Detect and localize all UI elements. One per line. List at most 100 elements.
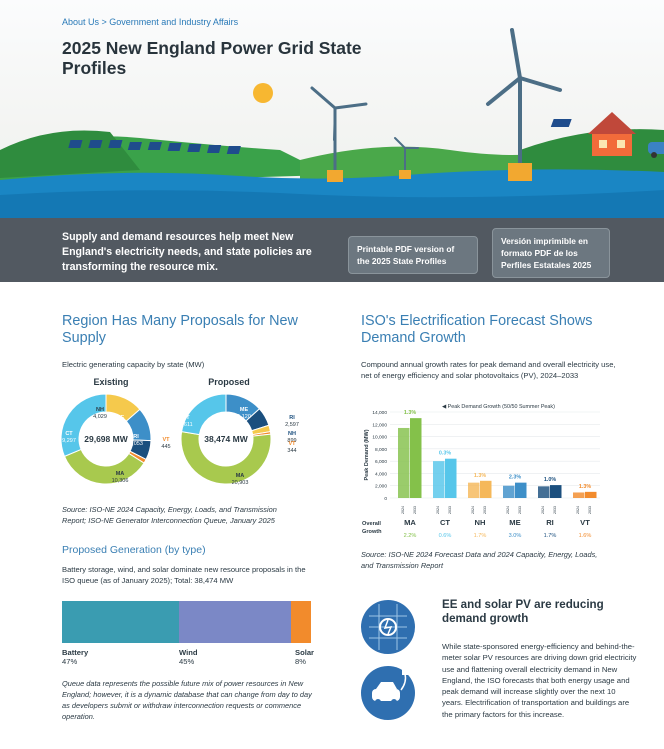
bar-ri-2033 (550, 485, 562, 498)
donut-value-nh: 899 (287, 438, 296, 444)
donut-title: Existing (93, 377, 128, 387)
year-label: 2033 (413, 506, 417, 514)
bar-ct-2024 (433, 461, 445, 498)
electrification-caption: Compound annual growth rates for peak de… (361, 360, 616, 380)
bar-me-2024 (503, 485, 515, 498)
y-tick: 14,000 (372, 410, 387, 416)
bar-ct-2033 (445, 458, 457, 498)
year-label: 2024 (506, 506, 510, 514)
stack-label-battery: Battery (62, 648, 89, 657)
queue-note: Queue data represents the possible futur… (62, 679, 312, 721)
bar-ri-2024 (538, 486, 550, 498)
donut-total: 38,474 MW (204, 434, 248, 444)
ee-text: While state-sponsored energy-efficiency … (442, 642, 637, 719)
bar-vt-2024 (573, 492, 585, 498)
category-label-ma: MA (404, 518, 416, 527)
lightbulb-icon (361, 600, 415, 654)
pdf-spanish-button[interactable]: Versión imprimible en formato PDF de los… (492, 228, 610, 278)
intro-banner: Supply and demand resources help meet Ne… (0, 218, 664, 282)
icon-group (361, 600, 415, 720)
region-source: Source: ISO-NE 2024 Capacity, Energy, Lo… (62, 505, 277, 525)
donut-title: Proposed (208, 377, 250, 387)
donut-label-nh: NH (288, 431, 296, 437)
bar-ma-2024 (398, 427, 410, 498)
overall-growth-label: Overall Growth (362, 521, 382, 535)
chart-legend-title: ◀ Peak Demand Growth (50/50 Summer Peak) (442, 404, 555, 410)
year-label: 2033 (553, 506, 557, 514)
bar-nh-2033 (480, 480, 492, 498)
category-label-ct: CT (440, 518, 450, 527)
landscape-illustration (0, 28, 664, 218)
hero-illustration: About Us > Government and Industry Affai… (0, 0, 664, 218)
category-label-ri: RI (546, 518, 554, 527)
donut-slice-ma (180, 431, 272, 485)
overall-growth-me: 3.0% (509, 533, 522, 539)
wind-turbine-icon (394, 137, 419, 179)
peak-demand-chart: Peak Demand (MW) 14,000 12,000 10,000 8,000 6… (362, 404, 600, 539)
page-title: 2025 New England Power Grid State Profil… (62, 38, 362, 78)
donut-value-nh: 4,029 (93, 414, 107, 420)
year-label: 2024 (541, 506, 545, 514)
donut-label-vt: VT (162, 437, 170, 443)
growth-label-ct: 0.3% (439, 451, 451, 457)
category-label-vt: VT (580, 518, 590, 527)
y-tick: 10,000 (372, 435, 387, 441)
donut-label-me: ME (240, 407, 249, 413)
growth-label-nh: 1.3% (474, 473, 486, 479)
donut-total: 29,698 MW (84, 434, 128, 444)
wind-turbine-icon (310, 86, 368, 182)
bar-nh-2024 (468, 482, 480, 498)
bar-vt-2033 (585, 491, 597, 498)
donut-value-ct: 8,611 (179, 422, 192, 428)
category-label-nh: NH (475, 518, 486, 527)
solar-panel-icon (68, 140, 241, 154)
stack-percent-wind: 45% (179, 657, 195, 666)
overall-growth-ct: 0.6% (439, 533, 452, 539)
year-label: 2024 (471, 506, 475, 514)
donut-label-ma: MA (236, 473, 245, 479)
growth-label-vt: 1.3% (579, 484, 591, 490)
donut-value-vt: 344 (287, 448, 296, 454)
year-label: 2024 (576, 506, 580, 514)
stack-segment-battery (62, 601, 180, 643)
region-caption: Electric generating capacity by state (M… (62, 360, 205, 369)
wind-turbine-icon (486, 28, 562, 181)
y-axis-label: Peak Demand (MW) (364, 429, 370, 480)
electric-car-icon (648, 142, 664, 158)
stack-percent-battery: 47% (62, 657, 78, 666)
donut-label-ri: RI (133, 434, 139, 440)
pdf-english-button[interactable]: Printable PDF version of the 2025 State … (348, 236, 478, 274)
year-label: 2033 (483, 506, 487, 514)
stack-percent-solar: 8% (295, 657, 306, 666)
year-label: 2033 (518, 506, 522, 514)
donut-value-ma: 20,903 (232, 480, 249, 486)
year-label: 2033 (588, 506, 592, 514)
category-label-me: ME (509, 518, 520, 527)
stack-label-wind: Wind (179, 648, 198, 657)
donut-label-me: ME (116, 415, 125, 421)
stack-segment-wind (179, 601, 292, 643)
donut-slice-ct (60, 393, 107, 458)
electrification-source: Source: ISO-NE 2024 Forecast Data and 20… (361, 550, 598, 570)
year-label: 2024 (401, 506, 405, 514)
donut-value-ri: 2,597 (285, 422, 299, 428)
overall-growth-ri: 1.7% (544, 533, 557, 539)
ev-plug-icon (361, 666, 415, 720)
sun-icon (253, 83, 273, 103)
bar-me-2033 (515, 482, 527, 498)
overall-growth-nh: 1.7% (474, 533, 487, 539)
donut-value-me: 5,120 (237, 414, 251, 420)
donut-label-vt: VT (288, 441, 296, 447)
overall-growth-vt: 1.6% (579, 533, 592, 539)
donut-slice-ct (181, 393, 227, 436)
year-label: 2033 (448, 506, 452, 514)
donut-label-ct: CT (65, 431, 73, 437)
growth-label-ri: 1.0% (544, 477, 556, 483)
y-tick: 8,000 (375, 447, 387, 453)
stack-label-solar: Solar (295, 648, 314, 657)
year-label: 2024 (436, 506, 440, 514)
donut-label-ri: RI (289, 415, 295, 421)
donut-value-vt: 445 (161, 444, 170, 450)
proposed-generation-text: Battery storage, wind, and solar dominat… (62, 565, 306, 585)
breadcrumb[interactable]: About Us > Government and Industry Affai… (62, 17, 239, 27)
